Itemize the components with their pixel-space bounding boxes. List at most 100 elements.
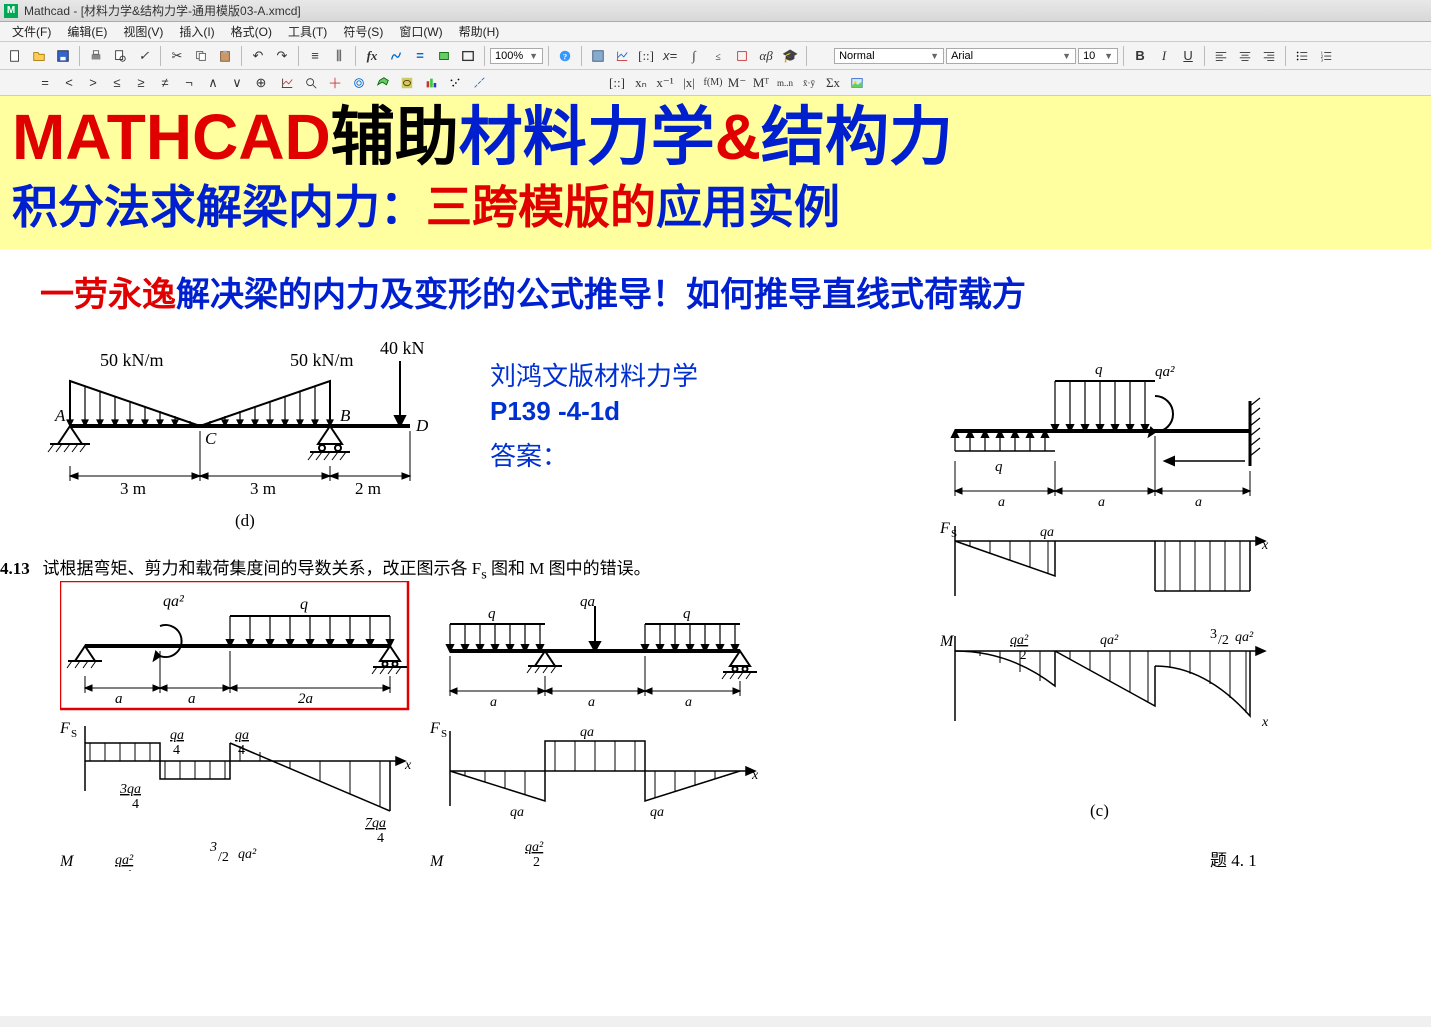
op-not[interactable]: ¬ <box>178 72 200 94</box>
help-icon[interactable]: ? <box>554 45 576 67</box>
underline-button[interactable]: U <box>1177 45 1199 67</box>
align-right-icon[interactable] <box>1258 45 1280 67</box>
equal-icon[interactable]: = <box>409 45 431 67</box>
boolean-palette-icon[interactable]: ≤ <box>707 45 729 67</box>
redo-icon[interactable]: ↷ <box>271 45 293 67</box>
sum-icon[interactable]: Σx <box>822 72 844 94</box>
surface-plot-icon[interactable] <box>372 72 394 94</box>
graph-palette-icon[interactable] <box>611 45 633 67</box>
contour-plot-icon[interactable] <box>396 72 418 94</box>
span2: 3 m <box>250 479 276 498</box>
op-ne[interactable]: ≠ <box>154 72 176 94</box>
menu-tools[interactable]: 工具(T) <box>280 21 335 42</box>
spell-icon[interactable]: ✓ <box>133 45 155 67</box>
bar3d-plot-icon[interactable] <box>420 72 442 94</box>
calculus-palette-icon[interactable]: ∫ <box>683 45 705 67</box>
inverse-icon[interactable]: x⁻¹ <box>654 72 676 94</box>
op-and[interactable]: ∧ <box>202 72 224 94</box>
point-load-label: 40 kN <box>380 338 425 358</box>
program-palette-icon[interactable] <box>731 45 753 67</box>
dot-icon[interactable]: x̄·ȳ <box>798 72 820 94</box>
tagline-part2: 解决梁的内力及变形的公式推导！如何推导直线式荷载方 <box>176 276 1026 314</box>
menu-file[interactable]: 文件(F) <box>4 21 59 42</box>
matrix-palette-icon[interactable]: [::] <box>635 45 657 67</box>
menu-view[interactable]: 视图(V) <box>115 21 171 42</box>
xy-plot-icon[interactable] <box>276 72 298 94</box>
subscript-icon[interactable]: xₙ <box>630 72 652 94</box>
align-icon[interactable]: ≡ <box>304 45 326 67</box>
numbering-icon[interactable]: 123 <box>1315 45 1337 67</box>
title-part1: MATHCAD <box>12 101 331 173</box>
italic-button[interactable]: I <box>1153 45 1175 67</box>
op-lt[interactable]: < <box>58 72 80 94</box>
picture-icon[interactable] <box>846 72 868 94</box>
bullets-icon[interactable] <box>1291 45 1313 67</box>
range-icon[interactable]: m..n <box>774 72 796 94</box>
plot-trace-icon[interactable] <box>324 72 346 94</box>
polar-plot-icon[interactable] <box>348 72 370 94</box>
op-le[interactable]: ≤ <box>106 72 128 94</box>
svg-text:a: a <box>998 495 1005 510</box>
svg-text:7qa: 7qa <box>365 816 386 831</box>
preview-icon[interactable] <box>109 45 131 67</box>
ref-line3: 答案： <box>490 436 568 473</box>
document-canvas[interactable]: MATHCAD辅助材料力学&结构力 积分法求解梁内力：三跨模版的应用实例 一劳永… <box>0 96 1431 1016</box>
unit-icon[interactable] <box>385 45 407 67</box>
eval-palette-icon[interactable]: x= <box>659 45 681 67</box>
fig-ti-label: 题 4. 1 <box>1210 846 1257 871</box>
plot-zoom-icon[interactable] <box>300 72 322 94</box>
magnitude-icon[interactable]: |x| <box>678 72 700 94</box>
menu-window[interactable]: 窗口(W) <box>391 21 450 42</box>
op-xor[interactable]: ⊕ <box>250 72 272 94</box>
menu-edit[interactable]: 编辑(E) <box>59 21 115 42</box>
transpose-icon[interactable]: Mᵀ <box>750 72 772 94</box>
svg-text:qa²: qa² <box>1010 633 1029 648</box>
svg-text:a: a <box>685 695 692 710</box>
op-gt[interactable]: > <box>82 72 104 94</box>
scatter3d-plot-icon[interactable] <box>444 72 466 94</box>
toolbar-palettes: = < > ≤ ≥ ≠ ¬ ∧ ∨ ⊕ [::] xₙ x⁻¹ |x| f(M)… <box>0 70 1431 96</box>
svg-text:4: 4 <box>377 831 384 846</box>
paste-icon[interactable] <box>214 45 236 67</box>
column-icon[interactable]: M⁻ <box>726 72 748 94</box>
bold-button[interactable]: B <box>1129 45 1151 67</box>
subtitle-part1: 积分法求解梁内力： <box>12 182 426 233</box>
menu-format[interactable]: 格式(O) <box>223 21 280 42</box>
align2-icon[interactable]: ⫼ <box>328 45 350 67</box>
svg-text:S: S <box>71 728 77 740</box>
vector-plot-icon[interactable] <box>468 72 490 94</box>
menu-symbol[interactable]: 符号(S) <box>335 21 391 42</box>
vectorize-icon[interactable]: f(M) <box>702 72 724 94</box>
menu-help[interactable]: 帮助(H) <box>451 21 508 42</box>
op-or[interactable]: ∨ <box>226 72 248 94</box>
op-eq[interactable]: = <box>34 72 56 94</box>
greek-palette-icon[interactable]: αβ <box>755 45 777 67</box>
symbolic-palette-icon[interactable]: 🎓 <box>779 45 801 67</box>
style-select[interactable]: Normal▼ <box>834 48 944 64</box>
menu-insert[interactable]: 插入(I) <box>171 21 222 42</box>
calc-palette-icon[interactable] <box>587 45 609 67</box>
fontsize-select[interactable]: 10▼ <box>1078 48 1118 64</box>
problem-text2: 图和 M 图中的错误。 <box>487 559 651 578</box>
align-left-icon[interactable] <box>1210 45 1232 67</box>
svg-text:3: 3 <box>1210 627 1217 642</box>
matrix-icon[interactable]: [::] <box>606 72 628 94</box>
print-icon[interactable] <box>85 45 107 67</box>
beam-figure-a: qa² q a a 2a FS <box>60 581 420 871</box>
copy-icon[interactable] <box>190 45 212 67</box>
undo-icon[interactable]: ↶ <box>247 45 269 67</box>
zoom-select[interactable]: 100%▼ <box>490 48 543 64</box>
fx-icon[interactable]: fx <box>361 45 383 67</box>
font-select[interactable]: Arial▼ <box>946 48 1076 64</box>
align-center-icon[interactable] <box>1234 45 1256 67</box>
zoom-value: 100% <box>495 50 523 62</box>
load-left-label: 50 kN/m <box>100 350 164 370</box>
region-icon[interactable] <box>457 45 479 67</box>
save-icon[interactable] <box>52 45 74 67</box>
component-icon[interactable] <box>433 45 455 67</box>
new-icon[interactable] <box>4 45 26 67</box>
cut-icon[interactable]: ✂ <box>166 45 188 67</box>
op-ge[interactable]: ≥ <box>130 72 152 94</box>
svg-text:qa²: qa² <box>525 840 544 855</box>
open-icon[interactable] <box>28 45 50 67</box>
